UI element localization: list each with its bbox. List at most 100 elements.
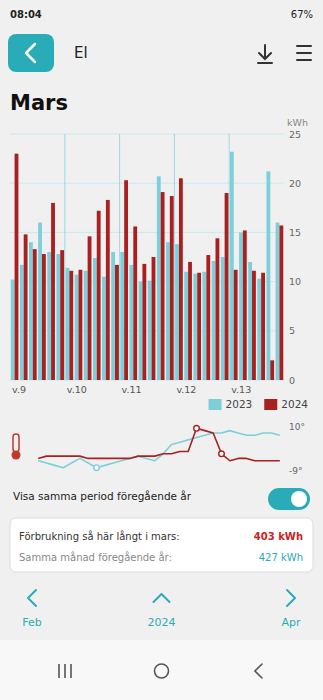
download-button[interactable] [258,45,272,63]
bar [15,154,19,380]
nav-label: 2024 [148,616,176,629]
y-tick-label: 0 [289,375,295,386]
legend-item: 2023 [209,398,253,410]
bar [120,252,124,380]
nav-next[interactable]: Apr [281,590,301,629]
bar [221,257,225,380]
x-tick-label: v.12 [176,384,196,395]
summary-card [10,518,313,572]
week-separator [174,134,175,380]
bar [270,360,274,380]
bar [93,258,97,380]
week-separator [229,134,230,380]
bar [161,192,165,380]
bar [261,273,265,380]
bars [11,152,284,380]
thermometer-bulb [12,451,21,460]
status-time: 08:04 [10,9,42,20]
thermometer-icon [12,434,21,460]
bar [175,244,179,380]
bar [179,178,183,380]
legend-swatch [209,399,222,410]
week-separator [119,134,120,380]
system-recents [59,664,71,678]
temp-marker [194,426,200,432]
y-tick-label: 10° [289,422,305,432]
bar [51,203,55,380]
menu-icon [297,46,311,60]
system-back [255,664,262,678]
nav-icon [28,590,36,606]
bar [252,271,256,380]
consumption-value: 403 kWh [254,531,303,542]
week-separator [64,134,65,380]
nav-previous[interactable]: Feb [22,590,41,629]
legend: 20242023 [209,398,309,410]
bar [129,265,133,380]
nav-icon [154,594,170,602]
bar [216,238,220,380]
back-button-bg [8,34,54,72]
bar [69,271,73,380]
bar [166,242,170,380]
bar [79,270,83,380]
y-tick-label: 10 [289,276,301,287]
x-tick-label: v.10 [67,384,87,395]
y-tick-label: -9° [289,466,302,476]
system-bar [0,640,323,700]
bar [11,280,15,380]
bar [97,211,101,380]
bar [111,252,115,380]
bar [243,230,247,380]
x-tick-label: v.13 [231,384,251,395]
download-icon [258,45,272,63]
bar [115,265,119,380]
bar [66,268,70,380]
y-axis-label: kWh [287,117,308,128]
toggle-switch[interactable] [268,488,310,510]
y-tick-label: 20 [289,178,301,189]
bar [124,180,128,380]
status-battery: 67% [291,9,313,20]
bar [152,257,156,380]
system-home [155,664,169,678]
bar [266,171,270,380]
bar [38,223,42,380]
grid-line [10,183,284,184]
background [0,0,323,700]
toggle-knob [291,491,307,507]
bar [230,152,234,380]
bar [206,255,210,380]
bar [248,262,252,380]
nav-label: Apr [281,616,301,629]
previous-label: Samma månad föregående år: [19,551,172,563]
bar [239,232,243,380]
chart-title: Mars [10,91,68,115]
bar [184,272,188,380]
bar [212,261,216,380]
back-button[interactable] [8,34,54,72]
bar [148,281,152,380]
bar [197,273,201,380]
nav-current[interactable]: 2024 [148,594,176,629]
grid [10,134,284,380]
y-tick-label: 15 [289,227,301,238]
bar [106,200,110,380]
bar [257,279,261,380]
bar [139,282,143,380]
bar [75,275,79,380]
temp-line [38,428,280,460]
bar [203,272,207,380]
back-icon [26,44,35,62]
bar [84,271,88,380]
x-tick-label: v.9 [12,384,26,395]
lines [38,426,280,471]
menu-button[interactable] [297,46,311,60]
bar [157,176,161,380]
bar [102,277,106,380]
temp-marker [219,451,225,457]
temp-marker [94,465,100,471]
bar [170,196,174,380]
bar [276,223,280,380]
thermometer-tube [13,434,19,452]
